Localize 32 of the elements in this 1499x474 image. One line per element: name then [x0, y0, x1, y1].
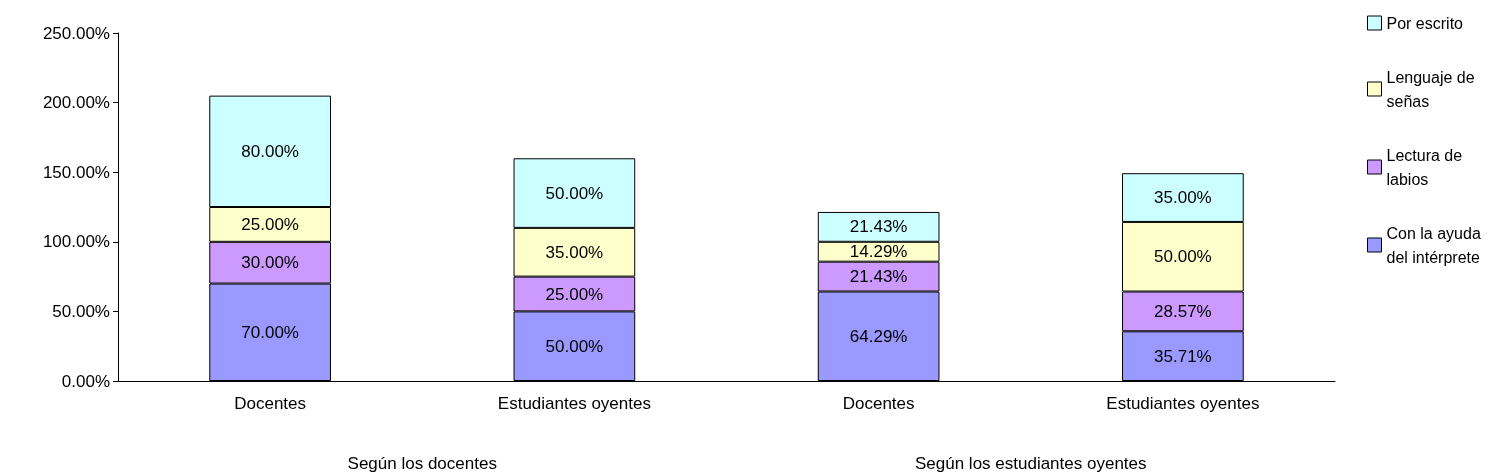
data-label: 21.43%	[849, 267, 908, 287]
legend-label: Lenguaje de señas	[1386, 68, 1480, 110]
data-label: 25.00%	[241, 214, 299, 234]
y-tick-label: 0.00%	[61, 371, 110, 391]
data-label: 50.00%	[1154, 247, 1212, 267]
data-label: 35.00%	[1154, 188, 1212, 208]
x-tick-label: Estudiantes oyentes	[1106, 394, 1260, 413]
y-tick-label: 150.00%	[42, 162, 110, 182]
data-label: 30.00%	[241, 253, 299, 273]
text: Según los docentes	[347, 454, 497, 473]
text: Según los estudiantes oyentes	[914, 454, 1147, 473]
data-label: 14.29%	[849, 242, 908, 262]
y-tick-label: 200.00%	[42, 93, 110, 113]
data-label: 25.00%	[545, 284, 604, 304]
x-tick-label: Estudiantes oyentes	[497, 394, 651, 413]
data-label: 35.00%	[545, 242, 604, 262]
data-label: 21.43%	[849, 217, 908, 237]
x-tick-label: Docentes	[234, 394, 307, 413]
y-tick-label: 250.00%	[42, 23, 110, 43]
data-label: 70.00%	[241, 322, 299, 342]
data-label: 35.71%	[1154, 346, 1212, 366]
legend-label: Lectura de labios	[1386, 146, 1467, 188]
legend-label: Por escrito	[1386, 14, 1464, 32]
data-label: 50.00%	[545, 183, 604, 203]
data-label: 64.29%	[849, 326, 908, 346]
legend-label: Con la ayuda del intérprete	[1386, 224, 1486, 266]
data-label: 80.00%	[241, 141, 299, 161]
data-label: 50.00%	[545, 336, 604, 356]
data-label: 28.57%	[1154, 301, 1212, 321]
x-tick-label: Docentes	[842, 394, 915, 413]
y-tick-label: 100.00%	[42, 232, 110, 252]
y-tick-label: 50.00%	[52, 301, 110, 321]
